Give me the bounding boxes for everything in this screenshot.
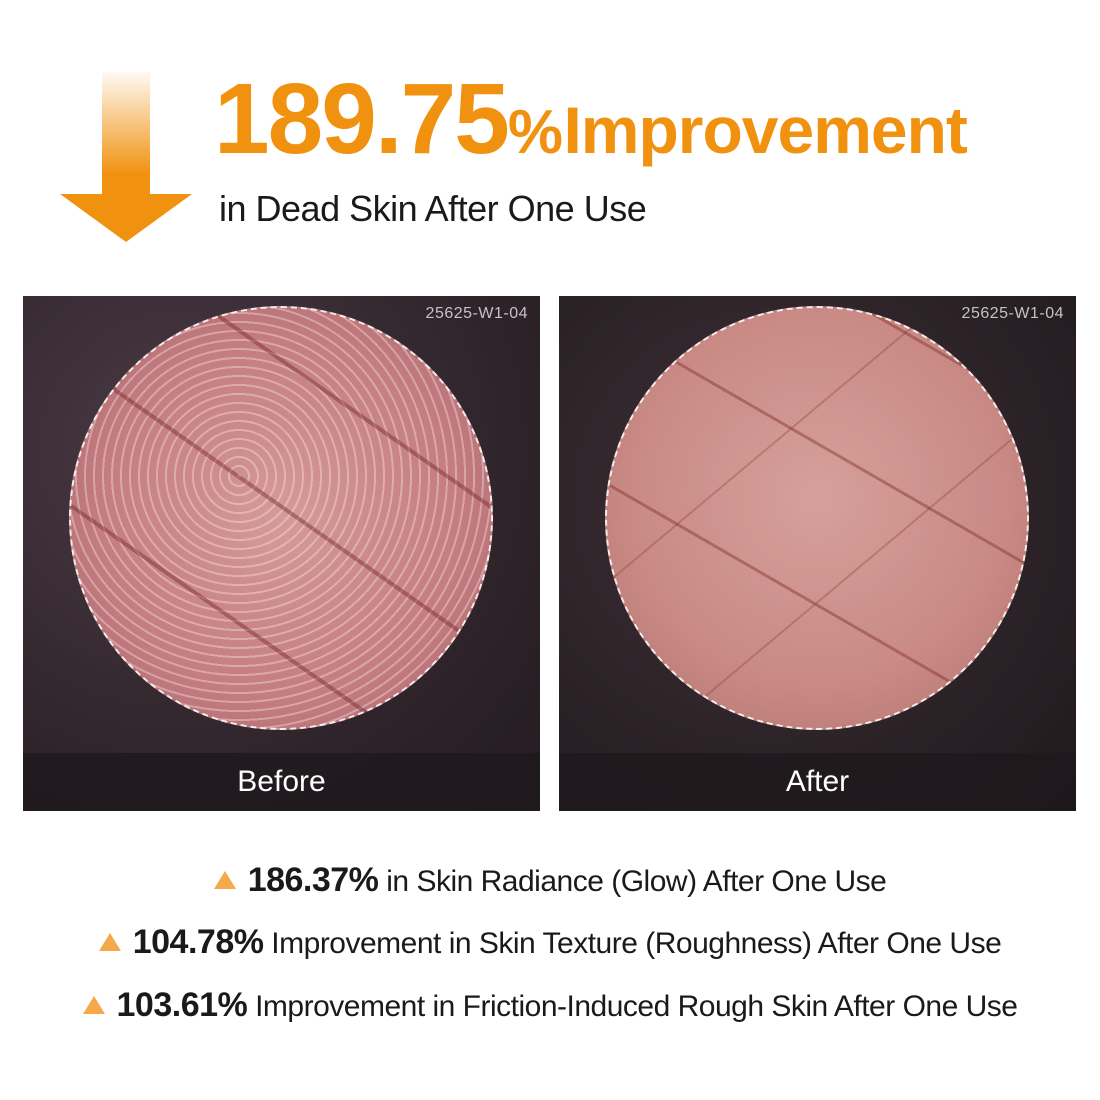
headline-value: 189.75 — [214, 63, 510, 175]
stat-text: Improvement in Skin Texture (Roughness) … — [263, 927, 1002, 960]
after-panel: 25625-W1-04 After — [559, 296, 1076, 811]
down-arrow-icon — [60, 72, 192, 242]
sample-code: 25625-W1-04 — [425, 305, 528, 322]
sample-code: 25625-W1-04 — [961, 305, 1064, 322]
headline: 189.75% Improvement — [214, 62, 968, 177]
after-label: After — [559, 753, 1076, 811]
before-magnified-circle — [69, 306, 493, 730]
stat-value: 104.78% — [132, 923, 264, 961]
before-panel: 25625-W1-04 Before — [23, 296, 540, 811]
stat-friction: 103.61% Improvement in Friction-Induced … — [0, 986, 1100, 1025]
stat-text: Improvement in Friction-Induced Rough Sk… — [247, 990, 1018, 1023]
triangle-up-icon — [213, 871, 236, 889]
stat-radiance: 186.37% in Skin Radiance (Glow) After On… — [0, 861, 1100, 900]
headline-subtitle: in Dead Skin After One Use — [219, 188, 647, 229]
triangle-up-icon — [82, 996, 105, 1014]
triangle-up-icon — [98, 933, 121, 951]
stat-value: 103.61% — [116, 986, 248, 1024]
headline-percent: % — [507, 98, 563, 167]
stat-text: in Skin Radiance (Glow) After One Use — [378, 865, 887, 898]
stat-texture: 104.78% Improvement in Skin Texture (Rou… — [0, 923, 1100, 962]
headline-word: Improvement — [563, 93, 967, 167]
after-magnified-circle — [605, 306, 1029, 730]
stat-value: 186.37% — [247, 861, 379, 899]
before-label: Before — [23, 753, 540, 811]
